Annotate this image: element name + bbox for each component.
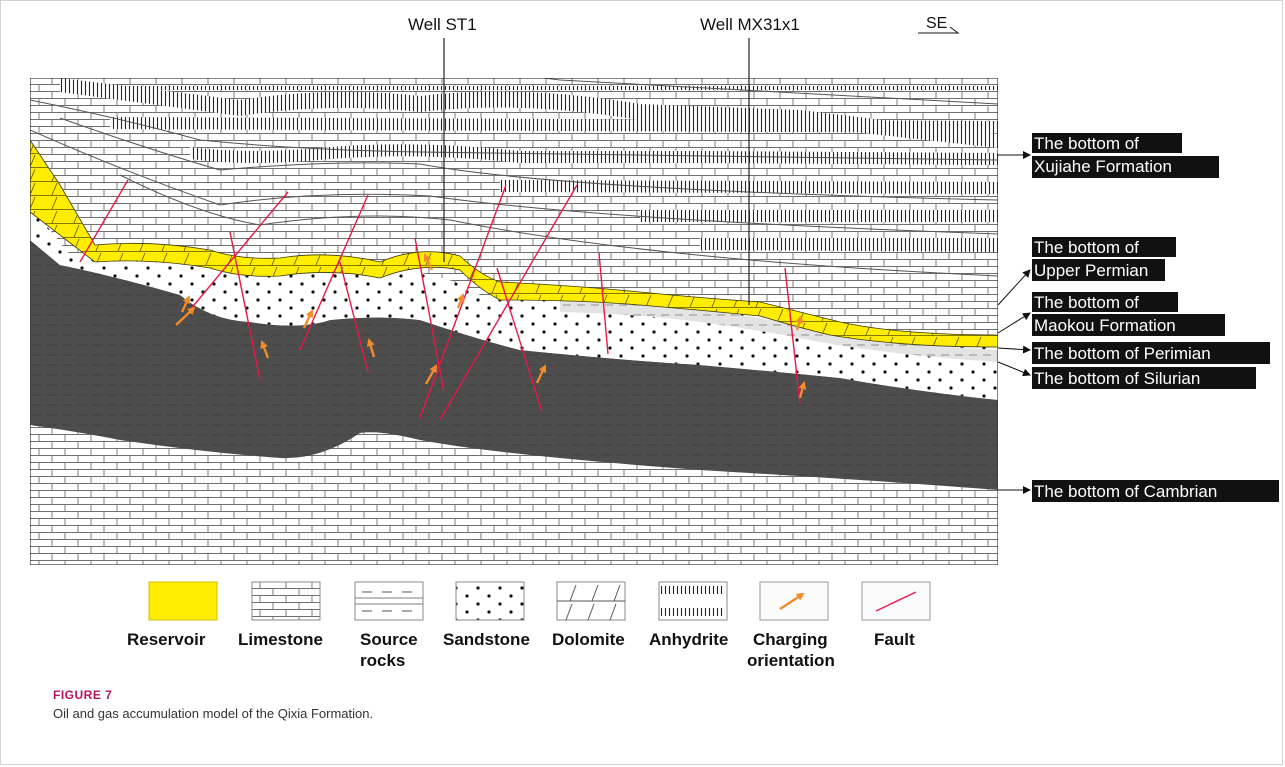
- legend-item-dolomite: Dolomite: [552, 581, 626, 649]
- svg-text:Anhydrite: Anhydrite: [649, 630, 728, 649]
- charging-arrow: [180, 295, 191, 313]
- fault: [189, 191, 289, 311]
- charging-arrow: [798, 381, 807, 399]
- legend-item-fault: Fault: [861, 581, 931, 649]
- svg-text:The bottom of Silurian: The bottom of Silurian: [1034, 369, 1200, 388]
- legend-item-charging-orientation: Charging orientation: [747, 581, 835, 670]
- svg-text:Source: Source: [360, 630, 418, 649]
- sandstone-layer: [30, 205, 998, 400]
- reservoir-dolomite-layer: [30, 139, 998, 348]
- cross-section: Well ST1 Well MX31x1 SE The bottom of Xu…: [30, 15, 1279, 565]
- legend-item-sandstone: Sandstone: [443, 581, 530, 649]
- horizon-callout: The bottom of Silurian: [1032, 367, 1256, 389]
- anhydrite-band: [60, 78, 998, 148]
- fault: [598, 252, 609, 355]
- direction-indicator: SE: [918, 15, 960, 34]
- svg-text:Maokou Formation: Maokou Formation: [1034, 316, 1176, 335]
- svg-text:The bottom of Cambrian: The bottom of Cambrian: [1034, 482, 1217, 501]
- svg-text:Reservoir: Reservoir: [127, 630, 206, 649]
- charging-arrow: [260, 340, 270, 359]
- direction-label: SE: [926, 15, 947, 32]
- svg-text:rocks: rocks: [360, 651, 405, 670]
- legend: Reservoir Limestone Source rocks Sandsto…: [127, 581, 931, 670]
- charging-arrow: [535, 364, 547, 384]
- legend-item-source-rocks: Source rocks: [354, 581, 424, 670]
- legend-item-reservoir: Reservoir: [127, 581, 218, 649]
- charging-arrow: [424, 364, 438, 385]
- anhydrite-band: [110, 117, 998, 133]
- horizon-callout: The bottom of Cambrian: [1032, 480, 1279, 502]
- svg-text:The bottom of: The bottom of: [1034, 238, 1139, 257]
- charging-arrow: [366, 338, 376, 358]
- charging-arrow: [795, 315, 804, 331]
- horizon-leaders: [997, 151, 1031, 494]
- horizon-callout: The bottom of Upper Permian: [1032, 237, 1176, 281]
- fault: [496, 267, 543, 413]
- anhydrite-band: [640, 210, 998, 222]
- anhydrite-band: [100, 86, 998, 90]
- horizon-callout: The bottom of Perimian: [1032, 342, 1270, 364]
- svg-text:Limestone: Limestone: [238, 630, 323, 649]
- svg-text:The bottom of: The bottom of: [1034, 293, 1139, 312]
- well-st1: Well ST1: [408, 15, 477, 262]
- svg-text:Dolomite: Dolomite: [552, 630, 625, 649]
- charging-arrow: [175, 306, 196, 326]
- svg-text:The bottom of Perimian: The bottom of Perimian: [1034, 344, 1211, 363]
- well-mx31x1: Well MX31x1: [700, 15, 800, 305]
- svg-text:Charging: Charging: [753, 630, 828, 649]
- charging-arrows: [175, 253, 807, 399]
- fault: [299, 194, 369, 351]
- charging-arrow: [423, 253, 434, 271]
- charging-arrow: [456, 293, 465, 309]
- legend-item-anhydrite: Anhydrite: [649, 581, 728, 649]
- fault: [339, 261, 369, 373]
- svg-text:Upper Permian: Upper Permian: [1034, 261, 1148, 280]
- horizon-callout: The bottom of Maokou Formation: [1032, 292, 1225, 336]
- svg-text:The bottom of: The bottom of: [1034, 134, 1139, 153]
- figure-label: FIGURE 7: [53, 688, 113, 702]
- silurian-band: [560, 300, 998, 362]
- fault: [784, 267, 801, 405]
- svg-text:orientation: orientation: [747, 651, 835, 670]
- figure-caption: Oil and gas accumulation model of the Qi…: [53, 706, 374, 721]
- legend-item-limestone: Limestone: [238, 581, 323, 649]
- svg-text:Xujiahe Formation: Xujiahe Formation: [1034, 157, 1172, 176]
- anhydrite-band: [700, 238, 998, 252]
- well-label: Well ST1: [408, 15, 477, 34]
- fault-line-icon: [875, 591, 917, 612]
- bedding-lines: [30, 78, 998, 277]
- svg-text:Fault: Fault: [874, 630, 915, 649]
- charging-arrow-icon: [779, 592, 805, 611]
- svg-text:Sandstone: Sandstone: [443, 630, 530, 649]
- horizon-callout: The bottom of Xujiahe Formation: [1032, 133, 1219, 178]
- well-label: Well MX31x1: [700, 15, 800, 34]
- charging-arrow: [302, 309, 314, 329]
- source-rock-layer: [30, 240, 998, 490]
- fault-lines: [79, 179, 801, 421]
- fault: [79, 179, 129, 263]
